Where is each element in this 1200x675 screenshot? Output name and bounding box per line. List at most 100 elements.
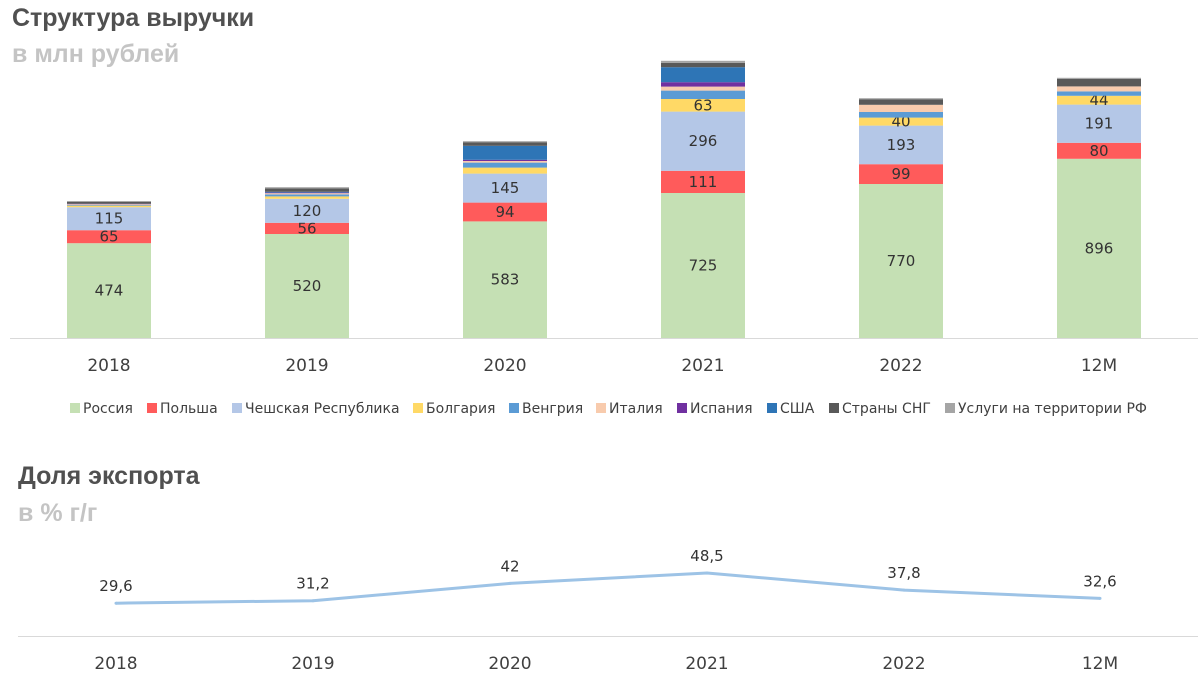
bar-segment-2022-s0 <box>859 184 943 338</box>
bar-data-label: 111 <box>689 173 718 191</box>
bar-segment-2018-s5 <box>67 204 151 205</box>
legend-label: Услуги на территории РФ <box>958 401 1147 417</box>
line-point-12m <box>1098 596 1102 600</box>
bar-segment-2018-s9 <box>67 201 151 202</box>
legend-swatch <box>147 403 157 413</box>
export-share-series-line <box>115 571 1101 605</box>
legend-label: Чешская Республика <box>245 401 400 417</box>
line-point-2022 <box>902 588 906 592</box>
bar-segment-2018-s0 <box>67 243 151 338</box>
bar-segment-2019-s3 <box>265 196 349 199</box>
bar-segment-2021-s7 <box>661 67 745 83</box>
bar-data-label: 80 <box>1089 142 1108 160</box>
revenue-chart-title: Структура выручки <box>12 4 255 32</box>
line-point-2021 <box>705 571 709 575</box>
bar-segment-12m-s4 <box>1057 91 1141 96</box>
bar-segment-2020-s6 <box>463 159 547 161</box>
bar-segment-12m-s3 <box>1057 95 1141 105</box>
line-x-tick-label: 2020 <box>488 654 531 674</box>
bar-data-label: 65 <box>99 228 118 246</box>
legend-item-4: Венгрия <box>509 401 583 417</box>
bar-segment-2018-s3 <box>67 205 151 208</box>
legend-swatch <box>829 403 839 413</box>
line-x-tick-label: 12M <box>1082 654 1118 674</box>
legend-label: Болгария <box>426 401 495 417</box>
legend-swatch <box>677 403 687 413</box>
line-x-tick-label: 2018 <box>94 654 137 674</box>
legend-label: Страны СНГ <box>842 401 931 417</box>
legend-swatch <box>413 403 423 413</box>
legend-item-9: Услуги на территории РФ <box>945 401 1147 417</box>
line-point-2019 <box>311 599 315 603</box>
bar-segment-2020-s8 <box>463 142 547 146</box>
bar-data-label: 896 <box>1085 239 1114 257</box>
revenue-chart-subtitle: в млн рублей <box>12 40 180 68</box>
legend-swatch <box>767 403 777 413</box>
line-point-2020 <box>508 581 512 585</box>
bar-segment-2022-s3 <box>859 117 943 126</box>
legend-label: Венгрия <box>522 401 583 417</box>
bar-segment-2021-s2 <box>661 111 745 171</box>
legend-item-0: Россия <box>70 401 133 417</box>
legend-swatch <box>509 403 519 413</box>
line-x-tick-label: 2022 <box>882 654 925 674</box>
bar-segment-2019-s2 <box>265 198 349 223</box>
bar-segment-2019-s9 <box>265 187 349 189</box>
bar-segment-2019-s4 <box>265 194 349 197</box>
bar-segment-2019-s0 <box>265 234 349 338</box>
bar-segment-2022-s2 <box>859 125 943 165</box>
line-data-label: 37,8 <box>887 564 920 582</box>
line-data-label: 48,5 <box>690 547 723 565</box>
bar-segment-2021-s3 <box>661 99 745 112</box>
legend-swatch <box>70 403 80 413</box>
legend-swatch <box>596 403 606 413</box>
legend-swatch <box>232 403 242 413</box>
bar-segment-2022-s5 <box>859 104 943 112</box>
legend-item-1: Польша <box>147 401 218 417</box>
bar-segment-2022-s4 <box>859 112 943 118</box>
bar-x-tick-label: 12M <box>1081 356 1117 376</box>
bar-segment-2022-s9 <box>859 98 943 100</box>
bar-segment-12m-s5 <box>1057 86 1141 92</box>
bar-segment-2020-s1 <box>463 202 547 222</box>
bar-segment-2021-s0 <box>661 193 745 338</box>
legend-label: Россия <box>83 401 133 417</box>
bar-x-tick-label: 2021 <box>681 356 724 376</box>
bar-x-tick-label: 2019 <box>285 356 328 376</box>
legend-label: США <box>780 401 815 417</box>
legend-label: Италия <box>609 401 663 417</box>
bar-data-label: 56 <box>297 219 316 237</box>
bar-segment-2020-s4 <box>463 162 547 168</box>
bar-data-label: 296 <box>689 132 718 150</box>
line-data-label: 32,6 <box>1083 572 1116 590</box>
bar-segment-2019-s5 <box>265 193 349 195</box>
legend-item-5: Италия <box>596 401 663 417</box>
bar-x-tick-label: 2022 <box>879 356 922 376</box>
bar-x-tick-label: 2018 <box>87 356 130 376</box>
bar-segment-12m-s1 <box>1057 142 1141 159</box>
bar-segment-2021-s9 <box>661 60 745 63</box>
bar-segment-2021-s5 <box>661 86 745 91</box>
bar-segment-2020-s3 <box>463 167 547 174</box>
legend-label: Испания <box>690 401 753 417</box>
legend-item-8: Страны СНГ <box>829 401 931 417</box>
legend-item-2: Чешская Республика <box>232 401 400 417</box>
bar-segment-2019-s1 <box>265 222 349 234</box>
bar-segment-2019-s7 <box>265 191 349 193</box>
legend-item-6: Испания <box>677 401 753 417</box>
legend-item-7: США <box>767 401 815 417</box>
bar-segment-2018-s2 <box>67 207 151 231</box>
bar-x-tick-label: 2020 <box>483 356 526 376</box>
bar-segment-2019-s6 <box>265 192 349 194</box>
bar-data-label: 770 <box>887 252 916 270</box>
line-data-label: 31,2 <box>296 575 329 593</box>
bar-segment-2021-s1 <box>661 170 745 193</box>
bar-segment-12m-s8 <box>1057 78 1141 87</box>
bar-data-label: 191 <box>1085 115 1114 133</box>
bar-data-label: 725 <box>689 257 718 275</box>
bar-data-label: 115 <box>95 210 124 228</box>
legend-item-3: Болгария <box>413 401 495 417</box>
bar-data-label: 520 <box>293 277 322 295</box>
line-x-tick-label: 2021 <box>685 654 728 674</box>
